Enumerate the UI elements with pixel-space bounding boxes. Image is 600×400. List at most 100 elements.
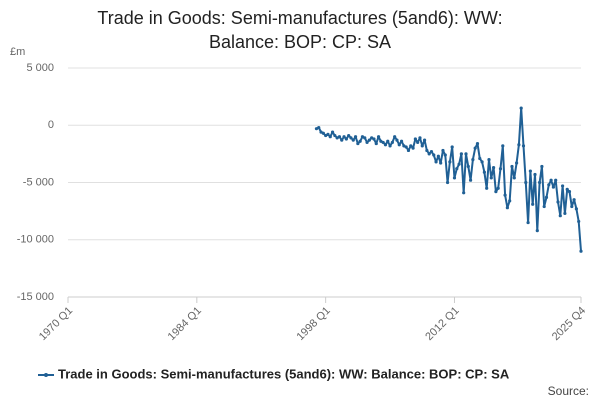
data-point — [577, 219, 581, 224]
data-point — [333, 133, 337, 138]
data-point — [533, 172, 537, 177]
data-point — [540, 164, 544, 169]
data-point — [570, 204, 574, 209]
data-point — [411, 146, 415, 150]
data-point — [563, 211, 567, 216]
data-point — [468, 178, 473, 182]
data-point — [429, 149, 434, 154]
legend-text: Trade in Goods: Semi-manufactures (5and6… — [58, 366, 510, 381]
data-point — [404, 145, 408, 149]
data-point — [508, 199, 512, 203]
legend-swatch-dot — [44, 373, 48, 377]
y-tick-label: -5 000 — [23, 176, 54, 188]
data-point — [439, 161, 443, 165]
data-point — [496, 186, 500, 190]
data-point — [344, 137, 348, 141]
data-point — [567, 190, 572, 194]
data-point — [383, 143, 388, 147]
data-point — [478, 156, 482, 161]
data-point — [397, 143, 401, 147]
data-point — [349, 136, 353, 140]
data-point — [328, 135, 332, 139]
data-point — [547, 183, 551, 187]
data-point — [448, 160, 452, 164]
data-point — [551, 185, 555, 189]
data-point — [363, 136, 367, 140]
data-point — [560, 184, 565, 188]
data-point — [531, 202, 535, 206]
data-point — [489, 176, 493, 180]
data-point — [413, 137, 417, 141]
data-point — [565, 187, 569, 191]
data-point — [390, 140, 394, 145]
data-point — [524, 180, 528, 185]
data-point — [473, 146, 477, 150]
data-point — [526, 220, 530, 225]
data-point — [443, 153, 447, 157]
chart-title: Trade in Goods: Semi-manufactures (5and6… — [97, 8, 503, 52]
data-point — [487, 158, 491, 162]
data-point — [549, 178, 553, 182]
data-point — [395, 138, 399, 142]
data-point — [425, 148, 429, 153]
data-point — [342, 135, 346, 139]
data-point — [535, 228, 539, 233]
data-point — [452, 176, 457, 180]
data-point — [358, 139, 362, 143]
data-point — [521, 144, 526, 148]
data-point — [381, 140, 385, 145]
data-point — [498, 167, 503, 171]
data-point — [321, 131, 325, 135]
x-tick-label: 2025 Q4 — [550, 305, 588, 343]
data-point — [416, 140, 420, 145]
x-tick-label: 1984 Q1 — [166, 305, 204, 343]
data-point — [480, 160, 484, 164]
data-point — [372, 137, 376, 141]
data-point — [517, 143, 521, 147]
data-point — [457, 162, 461, 166]
data-point — [353, 135, 358, 139]
data-point — [503, 193, 507, 197]
data-point — [501, 144, 505, 148]
data-point — [434, 160, 438, 164]
y-tick-label: -10 000 — [17, 234, 54, 246]
data-point — [544, 195, 549, 199]
source: Source: — [548, 384, 589, 398]
data-point — [558, 214, 562, 218]
x-tick-label: 1970 Q1 — [37, 305, 75, 343]
data-point — [491, 166, 496, 170]
data-point — [528, 169, 532, 173]
data-point — [406, 148, 411, 153]
data-point — [393, 135, 397, 139]
x-tick-label: 2012 Q1 — [423, 305, 461, 343]
data-point — [510, 164, 514, 169]
data-point — [485, 186, 489, 190]
data-point — [376, 135, 381, 139]
data-point — [374, 141, 378, 146]
y-axis-label: £m — [10, 46, 25, 58]
y-tick-label: 0 — [48, 119, 54, 131]
data-point — [367, 138, 371, 142]
data-point — [471, 158, 475, 162]
data-point — [340, 138, 344, 142]
data-point — [365, 140, 369, 145]
data-point — [494, 190, 498, 194]
data-point — [572, 198, 576, 202]
data-point — [514, 161, 519, 165]
data-point — [482, 170, 486, 174]
data-point — [420, 144, 424, 148]
data-point — [347, 133, 351, 138]
data-point — [441, 148, 445, 153]
data-point — [475, 141, 480, 146]
data-point — [455, 167, 459, 171]
data-point — [356, 141, 360, 146]
data-point — [399, 139, 404, 143]
data-point — [337, 135, 342, 139]
data-point — [542, 204, 546, 209]
data-point — [505, 206, 509, 210]
data-point — [386, 139, 390, 143]
data-point — [418, 136, 422, 140]
data-point — [326, 132, 330, 137]
data-point — [579, 249, 583, 253]
